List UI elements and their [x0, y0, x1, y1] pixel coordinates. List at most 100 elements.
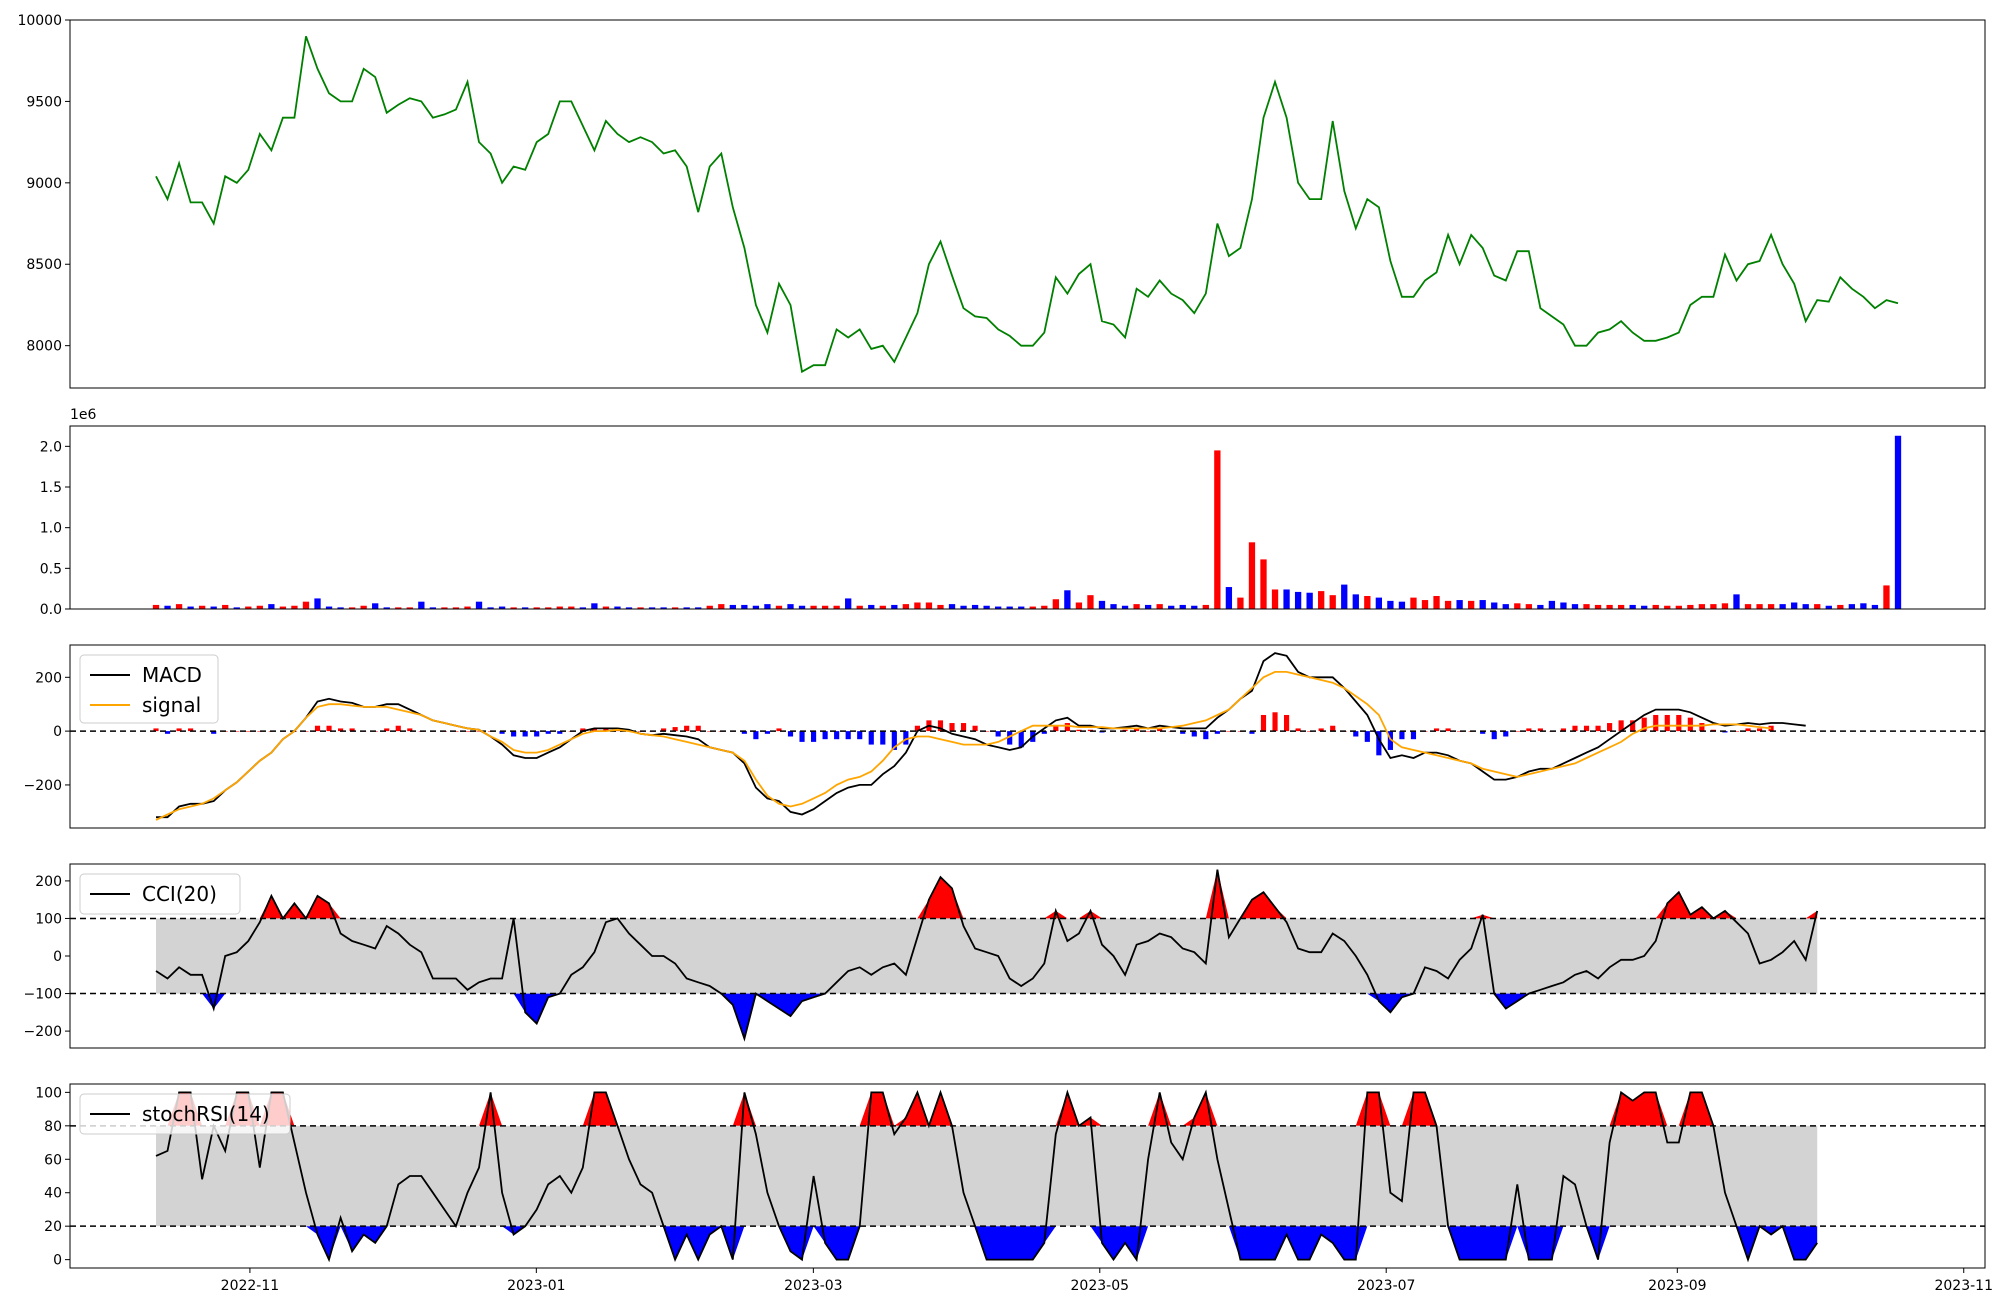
volume-bar	[614, 606, 621, 609]
volume-bar	[1144, 604, 1152, 609]
macd-histogram-bar	[891, 731, 897, 750]
macd-histogram-bar	[234, 731, 240, 732]
cci-line	[155, 869, 1819, 1042]
stochrsi-overbought-fill	[156, 1092, 1818, 1126]
volume-bar	[1825, 605, 1832, 609]
macd-histogram-bar	[1307, 731, 1313, 732]
volume-bar	[1248, 542, 1256, 609]
macd-histogram-bar	[741, 731, 747, 734]
cci-ytick-label: −100	[24, 987, 62, 1003]
volume-bar	[925, 602, 933, 609]
macd-histogram-bar	[1364, 731, 1370, 742]
price-ytick-label: 9000	[26, 176, 62, 192]
volume-bar	[1560, 602, 1567, 609]
volume-bar	[1525, 604, 1532, 609]
macd-histogram-bar	[1457, 731, 1463, 732]
stochrsi-ytick-label: 80	[44, 1119, 62, 1135]
macd-histogram-bar	[1180, 731, 1186, 734]
volume-bar	[1271, 589, 1279, 609]
volume-bar	[718, 604, 725, 609]
volume-bar	[245, 606, 252, 609]
macd-histogram-bar	[591, 728, 597, 732]
volume-bar	[1537, 604, 1544, 609]
volume-bar	[729, 604, 736, 609]
volume-bar	[902, 604, 910, 609]
volume-bar	[187, 606, 194, 609]
macd-histogram-bar	[857, 731, 863, 740]
volume-ytick-label: 2.0	[40, 439, 62, 455]
macd-histogram-bar	[1410, 731, 1417, 740]
volume-bar	[510, 607, 517, 609]
price-ytick-label: 9500	[26, 94, 62, 110]
macd-line	[156, 652, 1806, 819]
macd-histogram-bar	[557, 731, 563, 734]
macd-histogram-bar	[1664, 714, 1670, 732]
volume-bar	[1571, 604, 1579, 609]
volume-bar	[1456, 600, 1463, 609]
volume-bar	[879, 605, 886, 609]
macd-axes-frame	[69, 644, 1986, 829]
x-tick-label: 2022-11	[221, 1278, 280, 1294]
volume-bar	[1629, 604, 1636, 609]
signal-line	[155, 671, 1772, 821]
macd-histogram-bar	[1572, 725, 1578, 732]
volume-bar	[314, 598, 321, 609]
macd-histogram-bar	[153, 728, 159, 732]
volume-bar	[1225, 587, 1233, 609]
volume-bar	[1318, 591, 1325, 609]
volume-bar	[441, 607, 448, 609]
volume-bar	[1433, 595, 1440, 609]
cci-ytick-label: −200	[24, 1024, 62, 1040]
price-ytick-label: 8500	[26, 257, 62, 273]
x-tick-label: 2023-07	[1357, 1278, 1416, 1294]
macd-ytick-label: −200	[24, 778, 62, 794]
stochrsi-ytick-label: 0	[53, 1253, 62, 1269]
volume-ytick-label: 1.5	[40, 480, 62, 496]
volume-bar	[337, 607, 344, 609]
macd-histogram-bar	[326, 725, 332, 732]
macd-histogram-bar	[1191, 731, 1197, 737]
volume-bar	[1410, 597, 1417, 609]
macd-histogram-bar	[880, 731, 886, 745]
stochrsi-ytick-label: 20	[44, 1219, 62, 1235]
macd-histogram-bar	[764, 731, 771, 734]
price-ytick-label: 10000	[17, 13, 62, 29]
volume-bar	[1237, 597, 1244, 609]
volume-bar	[591, 603, 598, 609]
macd-histogram-bar	[1387, 731, 1393, 750]
volume-bar	[648, 607, 656, 609]
macd-histogram-bar	[949, 723, 955, 732]
macd-histogram-bar	[1260, 714, 1267, 732]
macd-histogram-bar	[338, 728, 344, 732]
volume-ytick-label: 1.0	[40, 521, 62, 537]
volume-bar	[1052, 599, 1059, 609]
volume-bar	[891, 604, 898, 609]
macd-histogram-bar	[1076, 729, 1082, 732]
volume-bar	[418, 601, 425, 609]
volume-bar	[1894, 435, 1902, 609]
macd-histogram-bar	[211, 731, 217, 734]
macd-histogram-bar	[1283, 714, 1290, 732]
cci-oversold-fill	[156, 993, 1818, 1039]
macd-histogram-bar	[1768, 725, 1774, 732]
volume-bar	[1837, 604, 1844, 609]
volume-bar	[706, 605, 713, 609]
macd-histogram-bar	[1226, 731, 1232, 732]
volume-bar	[1594, 604, 1602, 609]
macd-histogram-bar	[1526, 728, 1532, 732]
volume-bar	[1652, 604, 1659, 609]
macd-histogram-bar	[776, 728, 782, 732]
price-line	[155, 35, 1899, 374]
macd-histogram-bar	[464, 731, 471, 732]
volume-bar	[1664, 605, 1671, 609]
volume-bar	[1306, 592, 1313, 609]
macd-histogram-bar	[1433, 728, 1440, 732]
stochrsi-oversold-fill	[156, 1226, 1818, 1260]
volume-bar	[660, 607, 667, 609]
macd-histogram-bar	[695, 725, 701, 732]
volume-bar	[868, 604, 875, 609]
macd-histogram-bar	[845, 731, 851, 740]
volume-bar	[579, 607, 586, 609]
macd-ytick-label: 0	[53, 724, 62, 740]
